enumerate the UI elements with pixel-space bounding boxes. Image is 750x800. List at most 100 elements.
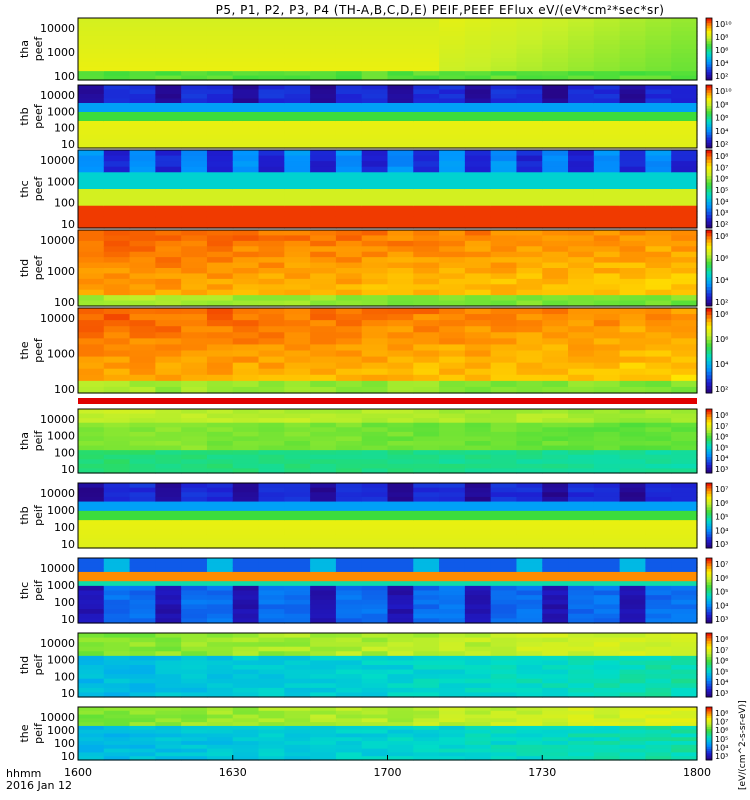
heatmap-cell (155, 205, 182, 212)
colorbar-segment (706, 280, 712, 285)
heatmap-cell (542, 257, 569, 264)
heatmap-cell (181, 143, 208, 149)
colorbar-segment (706, 726, 712, 730)
heatmap-cell (206, 633, 234, 639)
heatmap-cell (284, 501, 311, 507)
heatmap-cell (464, 501, 492, 507)
heatmap-cell (619, 26, 647, 32)
heatmap-cell (78, 595, 105, 601)
heatmap-cell (568, 427, 595, 433)
heatmap-cell (387, 567, 414, 573)
heatmap-cell (439, 380, 466, 388)
heatmap-cell (361, 44, 389, 50)
heatmap-cell (645, 98, 672, 104)
heatmap-cell (464, 529, 492, 535)
heatmap-cell (464, 714, 492, 719)
heatmap-cell (593, 660, 621, 666)
heatmap-cell (310, 714, 337, 719)
panel-frame (77, 307, 698, 394)
heatmap-cell (232, 454, 260, 460)
heatmap-cell (645, 314, 672, 321)
heatmap-cell (206, 262, 234, 269)
heatmap-cell (181, 308, 208, 315)
colorbar-segment (706, 529, 712, 533)
heatmap-cell (490, 674, 518, 680)
heatmap-cell (155, 18, 182, 24)
heatmap-cell (103, 284, 131, 291)
heatmap-cell (155, 718, 182, 723)
colorbar-segment (706, 54, 712, 58)
heatmap-cell (181, 595, 208, 601)
heatmap-cell (284, 748, 311, 754)
heatmap-cell (671, 714, 698, 719)
heatmap-cell (568, 289, 595, 296)
heatmap-cell (258, 492, 285, 498)
heatmap-cell (206, 744, 234, 750)
heatmap-cell (335, 356, 363, 364)
heatmap-cell (490, 562, 518, 568)
heatmap-cell (671, 752, 698, 757)
heatmap-cell (516, 515, 543, 521)
heatmap-cell (387, 172, 414, 179)
heatmap-cell (593, 613, 621, 619)
heatmap-cell (671, 273, 698, 280)
heatmap-cell (387, 98, 414, 104)
heatmap-cell (310, 116, 337, 122)
heatmap-cell (413, 35, 440, 41)
colorbar-segment (706, 590, 712, 594)
heatmap-cell (464, 496, 492, 503)
heatmap-cell (516, 683, 543, 689)
heatmap-cell (103, 436, 131, 442)
panel-frame (77, 17, 698, 81)
heatmap-cell (284, 273, 311, 280)
heatmap-cell (542, 278, 569, 285)
heatmap-cell (284, 18, 311, 24)
heatmap-cell (542, 338, 569, 346)
heatmap-cell (206, 66, 234, 72)
heatmap-cell (413, 44, 440, 50)
heatmap-cell (490, 295, 518, 302)
heatmap-cell (593, 380, 621, 388)
heatmap-cell (78, 338, 105, 346)
heatmap-cell (619, 604, 647, 610)
heatmap-cell (619, 230, 647, 237)
heatmap-cell (78, 683, 105, 689)
heatmap-cell (568, 368, 595, 376)
heatmap-cell (439, 18, 466, 24)
heatmap-cell (155, 62, 182, 68)
heatmap-cell (439, 450, 466, 456)
heatmap-cell (490, 687, 518, 694)
heatmap-cell (78, 107, 105, 113)
colorbar-segment (706, 332, 712, 337)
heatmap-cell (516, 558, 543, 564)
heatmap-cell (103, 289, 131, 296)
heatmap-cell (645, 211, 672, 218)
heatmap-cell (129, 134, 156, 140)
heatmap-cell (310, 344, 337, 352)
heatmap-cell (568, 669, 595, 675)
heatmap-cell (361, 752, 389, 757)
heatmap-cell (490, 121, 518, 127)
heatmap-cell (155, 338, 182, 346)
heatmap-cell (516, 320, 543, 327)
heatmap-cell (206, 436, 234, 442)
heatmap-cell (284, 326, 311, 333)
heatmap-cell (568, 130, 595, 136)
heatmap-cell (490, 492, 518, 498)
heatmap-cell (155, 748, 182, 754)
heatmap-cell (335, 26, 363, 32)
heatmap-cell (310, 692, 337, 698)
heatmap-cell (361, 618, 389, 624)
y-tick-label: 100 (54, 122, 75, 135)
heatmap-cell (284, 300, 311, 307)
heatmap-cell (335, 150, 363, 157)
heatmap-cell (671, 194, 698, 201)
heatmap-cell (413, 595, 440, 601)
heatmap-cell (129, 89, 156, 95)
heatmap-cell (129, 604, 156, 610)
heatmap-cell (439, 161, 466, 168)
colorbar-segment (706, 694, 712, 698)
heatmap-cell (181, 116, 208, 122)
heatmap-cell (464, 450, 492, 456)
heatmap-cell (593, 427, 621, 433)
